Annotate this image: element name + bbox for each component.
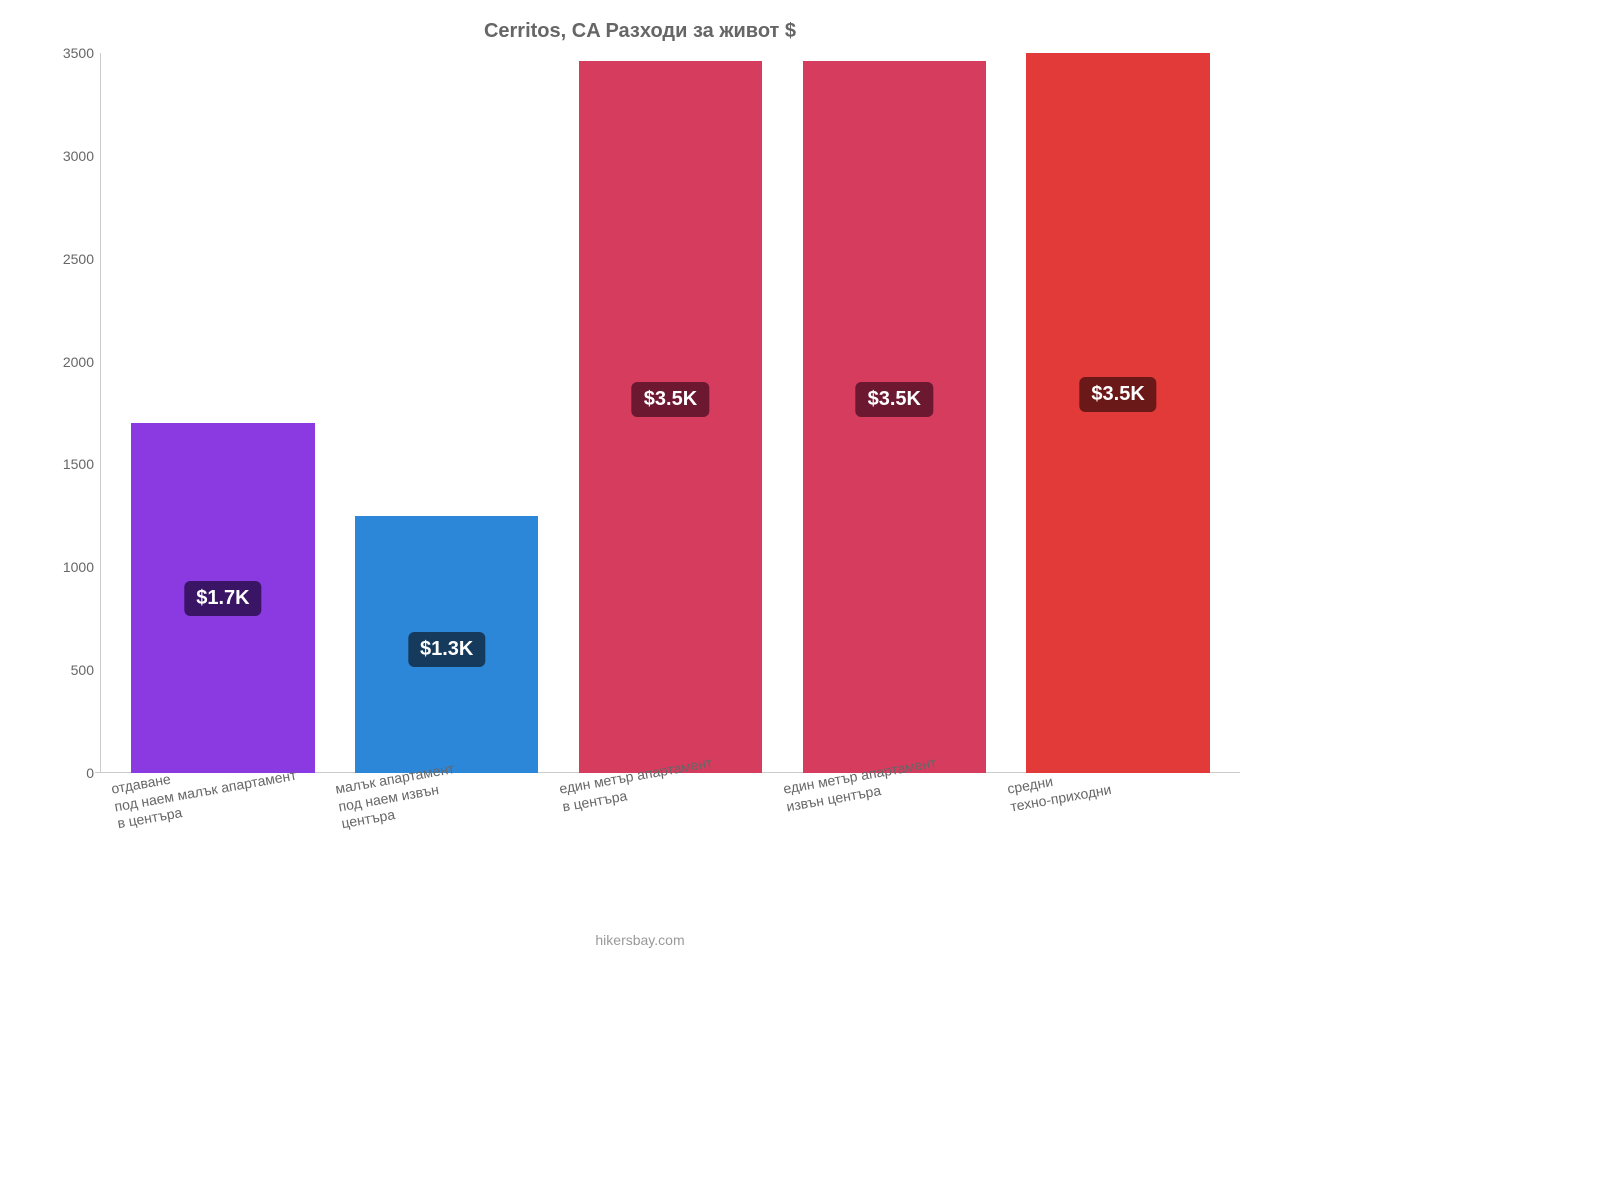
bars-group: $1.7K $1.3K $3.5K $3.5K $3.5K: [101, 53, 1240, 773]
x-axis: отдаване под наем малък апартамент в цен…: [100, 773, 1240, 893]
y-axis: 0500100015002000250030003500: [40, 53, 100, 773]
plot-area: $1.7K $1.3K $3.5K $3.5K $3.5K: [100, 53, 1240, 773]
chart-container: Cerritos, CA Разходи за живот $ 0 500 1000…: [0, 0, 1280, 960]
credit-text: hikersbay.com: [0, 932, 1280, 948]
bar-slot: $1.7K: [111, 53, 335, 773]
bar-slot: $3.5K: [1006, 53, 1230, 773]
x-slot: един метър апартамент извън центъра: [782, 773, 1006, 893]
plot-region: 0500100015002000250030003500 $1.7K$1.3K$…: [40, 53, 1240, 773]
y-tick: 500: [71, 662, 94, 678]
bar-value-label: $1.7K: [184, 581, 261, 616]
x-slot: един метър апартамент в центъра: [558, 773, 782, 893]
bar-slot: $1.3K: [335, 53, 559, 773]
bar: $3.5K: [579, 61, 763, 773]
bar: $1.3K: [355, 516, 539, 773]
bar-slot: $3.5K: [782, 53, 1006, 773]
y-tick: 3500: [63, 45, 94, 61]
bar-value-label: $3.5K: [856, 382, 933, 417]
bar-slot: $3.5K: [559, 53, 783, 773]
chart-title: Cerritos, CA Разходи за живот $: [40, 20, 1240, 43]
bar: $3.5K: [803, 61, 987, 773]
bar-value-label: $3.5K: [1079, 377, 1156, 412]
bar-value-label: $1.3K: [408, 632, 485, 667]
y-tick: 1000: [63, 559, 94, 575]
bar: $1.7K: [131, 423, 315, 773]
y-tick: 2000: [63, 354, 94, 370]
bar-value-label: $3.5K: [632, 382, 709, 417]
y-tick: 0: [86, 765, 94, 781]
y-tick: 2500: [63, 251, 94, 267]
bar: $3.5K: [1026, 53, 1210, 773]
y-tick: 1500: [63, 456, 94, 472]
x-slot: средни техно-приходни: [1006, 773, 1230, 893]
x-slot: отдаване под наем малък апартамент в цен…: [110, 773, 334, 893]
y-tick: 3000: [63, 148, 94, 164]
x-slot: малък апартамент под наем извън центъра: [334, 773, 558, 893]
